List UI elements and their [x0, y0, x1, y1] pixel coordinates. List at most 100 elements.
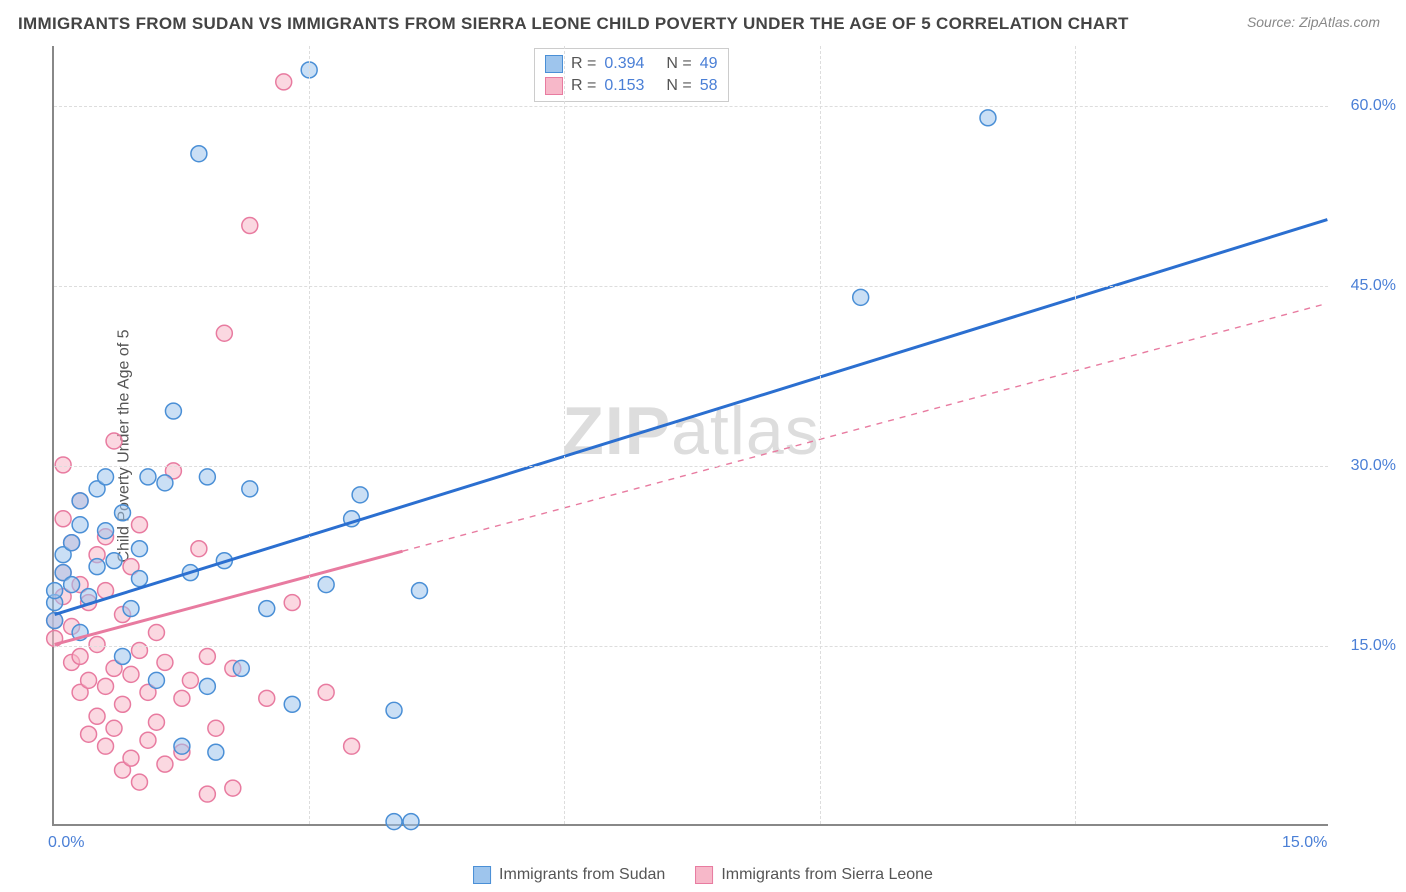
scatter-point — [284, 595, 300, 611]
scatter-point — [115, 505, 131, 521]
scatter-point — [208, 720, 224, 736]
scatter-point — [284, 696, 300, 712]
scatter-point — [72, 517, 88, 533]
scatter-point — [55, 511, 71, 527]
scatter-point — [208, 744, 224, 760]
scatter-point — [98, 678, 114, 694]
scatter-point — [344, 738, 360, 754]
vgridline — [309, 46, 310, 824]
source-attribution: Source: ZipAtlas.com — [1247, 14, 1380, 30]
scatter-point — [165, 403, 181, 419]
scatter-point — [89, 636, 105, 652]
scatter-point — [853, 289, 869, 305]
y-tick-label: 30.0% — [1351, 457, 1396, 475]
trend-line-extrapolated — [403, 303, 1328, 551]
scatter-point — [199, 648, 215, 664]
scatter-point — [98, 469, 114, 485]
scatter-point — [216, 325, 232, 341]
vgridline — [1075, 46, 1076, 824]
scatter-point — [81, 672, 97, 688]
scatter-svg — [54, 46, 1328, 824]
scatter-point — [64, 577, 80, 593]
scatter-point — [148, 625, 164, 641]
scatter-point — [89, 708, 105, 724]
scatter-point — [352, 487, 368, 503]
scatter-point — [259, 601, 275, 617]
chart-container: IMMIGRANTS FROM SUDAN VS IMMIGRANTS FROM… — [0, 0, 1406, 892]
scatter-point — [259, 690, 275, 706]
scatter-point — [132, 517, 148, 533]
y-tick-label: 45.0% — [1351, 277, 1396, 295]
gridline — [54, 106, 1328, 107]
scatter-point — [148, 672, 164, 688]
scatter-point — [98, 738, 114, 754]
scatter-point — [132, 642, 148, 658]
scatter-point — [106, 553, 122, 569]
scatter-point — [174, 690, 190, 706]
x-tick-label: 0.0% — [48, 834, 84, 852]
scatter-point — [191, 146, 207, 162]
scatter-point — [72, 493, 88, 509]
vgridline — [820, 46, 821, 824]
scatter-point — [64, 535, 80, 551]
scatter-point — [89, 559, 105, 575]
scatter-point — [106, 720, 122, 736]
scatter-point — [55, 457, 71, 473]
scatter-point — [386, 702, 402, 718]
scatter-point — [47, 583, 63, 599]
y-tick-label: 60.0% — [1351, 97, 1396, 115]
scatter-point — [81, 726, 97, 742]
scatter-point — [123, 750, 139, 766]
scatter-point — [233, 660, 249, 676]
scatter-point — [148, 714, 164, 730]
scatter-point — [182, 672, 198, 688]
scatter-point — [242, 218, 258, 234]
scatter-point — [980, 110, 996, 126]
scatter-point — [386, 814, 402, 830]
gridline — [54, 466, 1328, 467]
scatter-point — [157, 654, 173, 670]
scatter-point — [318, 684, 334, 700]
scatter-point — [403, 814, 419, 830]
scatter-point — [157, 475, 173, 491]
vgridline — [564, 46, 565, 824]
scatter-point — [199, 786, 215, 802]
scatter-point — [72, 648, 88, 664]
scatter-point — [115, 648, 131, 664]
scatter-point — [242, 481, 258, 497]
scatter-point — [132, 774, 148, 790]
scatter-point — [225, 780, 241, 796]
chart-title: IMMIGRANTS FROM SUDAN VS IMMIGRANTS FROM… — [18, 14, 1129, 34]
gridline — [54, 646, 1328, 647]
bottom-legend: Immigrants from Sudan Immigrants from Si… — [473, 866, 933, 884]
scatter-point — [412, 583, 428, 599]
scatter-point — [106, 433, 122, 449]
trend-line — [55, 220, 1328, 615]
scatter-point — [174, 738, 190, 754]
legend-item-sierra: Immigrants from Sierra Leone — [695, 866, 933, 884]
y-tick-label: 15.0% — [1351, 637, 1396, 655]
scatter-point — [157, 756, 173, 772]
scatter-point — [140, 732, 156, 748]
scatter-point — [140, 469, 156, 485]
legend-label-sierra: Immigrants from Sierra Leone — [721, 866, 933, 884]
scatter-point — [199, 469, 215, 485]
swatch-sudan-bottom — [473, 866, 491, 884]
scatter-point — [318, 577, 334, 593]
scatter-point — [276, 74, 292, 90]
plot-area: ZIPatlas R = 0.394 N = 49 R = 0.153 N = … — [52, 46, 1328, 826]
scatter-point — [115, 696, 131, 712]
scatter-point — [123, 601, 139, 617]
gridline — [54, 286, 1328, 287]
scatter-point — [123, 666, 139, 682]
scatter-point — [132, 541, 148, 557]
scatter-point — [199, 678, 215, 694]
legend-item-sudan: Immigrants from Sudan — [473, 866, 665, 884]
swatch-sierra-bottom — [695, 866, 713, 884]
scatter-point — [47, 613, 63, 629]
legend-label-sudan: Immigrants from Sudan — [499, 866, 665, 884]
scatter-point — [132, 571, 148, 587]
scatter-point — [98, 523, 114, 539]
x-tick-label: 15.0% — [1282, 834, 1327, 852]
scatter-point — [191, 541, 207, 557]
